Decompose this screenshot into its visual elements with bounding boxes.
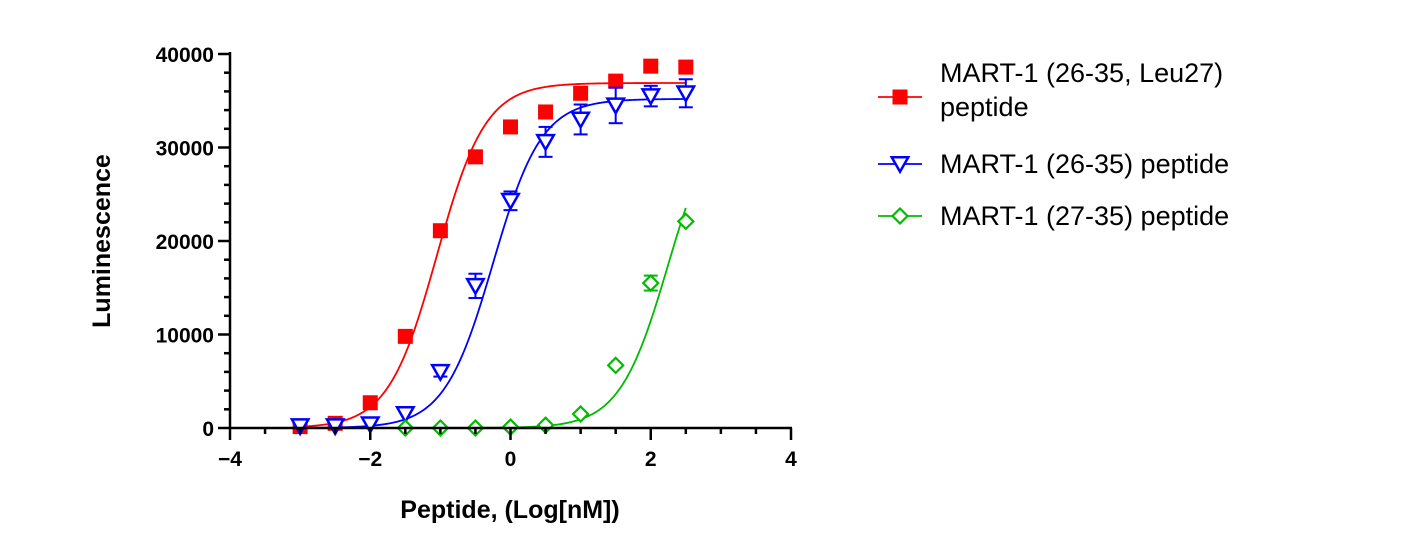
series-2-fit-curve [300,98,686,429]
data-point [538,104,554,120]
x-tick-label: 4 [785,448,797,471]
data-point [641,274,660,293]
legend-item-1: MART-1 (26-35, Leu27) peptide [878,58,1223,122]
x-tick-label: 0 [505,448,517,471]
y-tick-label: 10000 [156,325,214,348]
legend-label: peptide [940,92,1029,122]
data-point [535,133,556,153]
y-tick-label: 30000 [156,138,214,161]
data-point [892,89,908,105]
y-tick-label: 0 [202,418,214,441]
data-point [467,149,483,165]
data-point [573,85,589,101]
data-point [394,405,416,425]
x-axis-title: Peptide, (Log[nM]) [400,496,619,524]
data-point [362,395,378,411]
data-point [570,111,592,130]
data-point [675,85,697,104]
data-point [640,88,662,107]
legend-item-2: MART-1 (26-35) peptide [878,149,1229,179]
data-point [465,277,486,297]
axes: −4 −2 0 2 4 0 10000 20000 30000 40000 [156,44,798,471]
data-point [432,223,448,239]
series-2 [289,78,697,437]
data-point [678,59,694,75]
data-point [608,73,624,89]
y-tick-label: 40000 [156,44,214,67]
data-point [397,328,413,344]
x-tick-label: −2 [358,448,382,471]
legend-label: MART-1 (26-35) peptide [940,149,1229,179]
data-point [605,97,627,116]
series-1 [292,58,694,435]
data-point [890,206,910,226]
y-tick-label: 20000 [156,231,214,254]
data-point [643,58,659,74]
legend-label: MART-1 (26-35, Leu27) [940,58,1223,88]
series-3 [396,207,695,438]
data-point [889,156,911,175]
data-point [359,416,381,435]
data-point [676,212,695,231]
legend-item-3: MART-1 (27-35) peptide [878,201,1229,231]
data-point [429,363,451,383]
data-point [503,119,518,135]
data-point [289,418,311,437]
x-tick-label: 2 [645,448,657,471]
data-point [324,418,346,437]
x-tick-label: −4 [218,448,242,471]
data-point [571,404,590,424]
plot-area [289,58,697,438]
legend-label: MART-1 (27-35) peptide [940,201,1229,231]
y-axis-title: Luminescence [88,154,116,328]
data-point [500,192,521,212]
series-3-fit-curve [405,207,687,429]
data-point [606,356,625,375]
